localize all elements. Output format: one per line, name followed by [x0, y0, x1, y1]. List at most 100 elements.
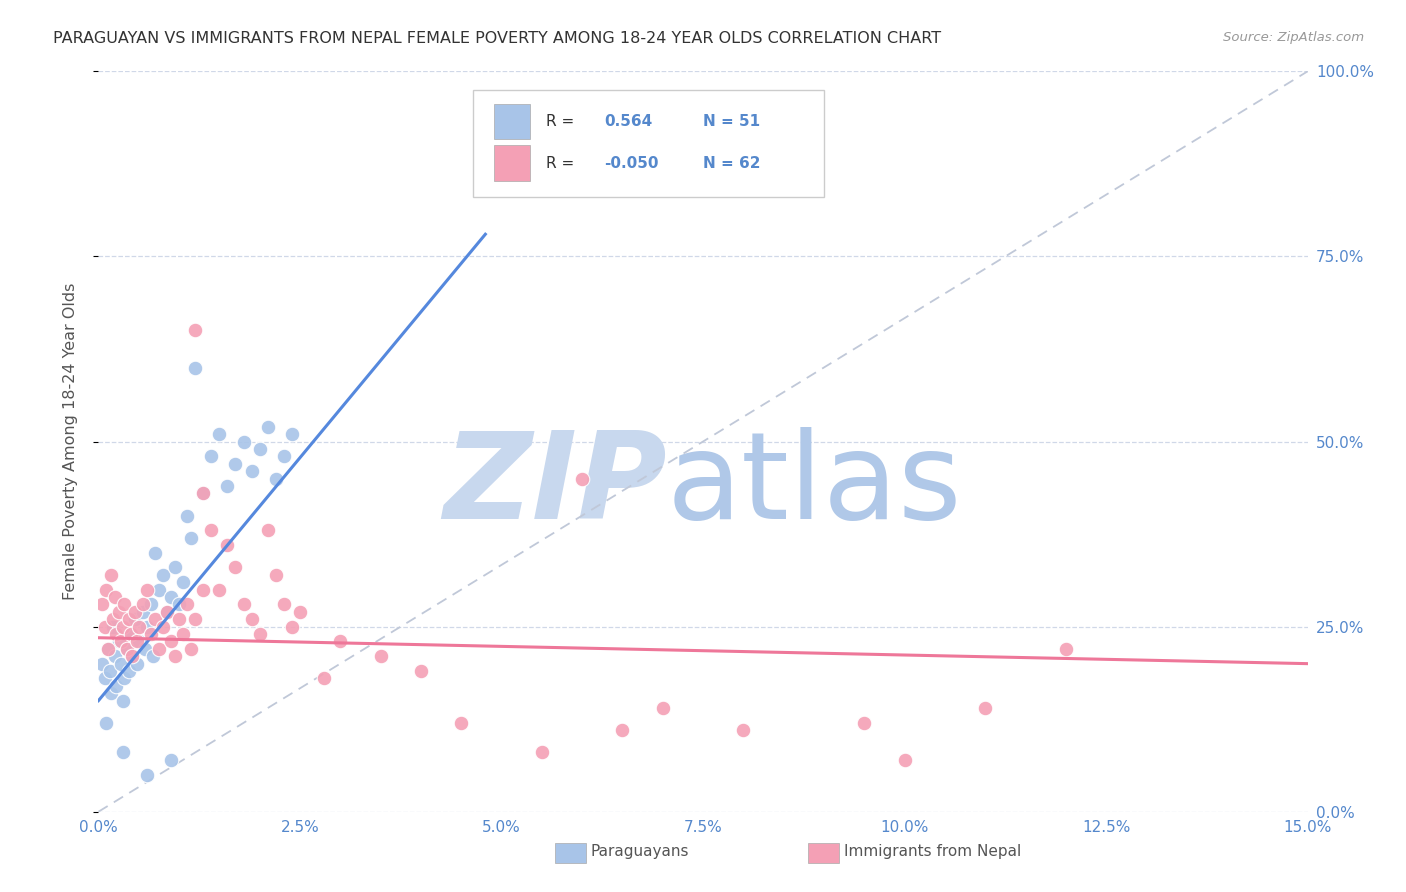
Point — [974, 701, 997, 715]
Point — [111, 619, 134, 633]
Point — [571, 472, 593, 486]
Point — [124, 605, 146, 619]
Point — [249, 627, 271, 641]
Text: N = 62: N = 62 — [703, 156, 761, 170]
Point — [184, 612, 207, 626]
Point — [148, 641, 170, 656]
Point — [612, 723, 634, 738]
Point — [167, 612, 190, 626]
Point — [208, 427, 231, 442]
Point — [163, 649, 186, 664]
Point — [148, 582, 170, 597]
Point — [249, 442, 271, 456]
Point — [156, 605, 179, 619]
Point — [128, 634, 150, 648]
Point — [370, 649, 392, 664]
Text: atlas: atlas — [666, 427, 962, 544]
Text: -0.050: -0.050 — [603, 156, 658, 170]
Point — [143, 612, 166, 626]
Point — [120, 627, 142, 641]
Point — [240, 612, 263, 626]
Point — [256, 419, 278, 434]
Point — [98, 664, 121, 678]
Point — [273, 598, 295, 612]
Point — [314, 672, 336, 686]
Point — [112, 672, 135, 686]
Point — [217, 538, 239, 552]
Point — [105, 627, 128, 641]
Point — [96, 715, 118, 730]
Point — [121, 649, 143, 664]
Point — [152, 567, 174, 582]
Point — [134, 641, 156, 656]
Point — [135, 582, 157, 597]
Point — [94, 619, 117, 633]
Point — [132, 598, 155, 612]
Point — [142, 649, 165, 664]
Point — [97, 641, 120, 656]
Point — [107, 605, 129, 619]
Point — [163, 560, 186, 574]
Point — [100, 567, 122, 582]
Point — [128, 619, 150, 633]
Point — [184, 324, 207, 338]
Point — [160, 634, 183, 648]
Point — [1054, 641, 1077, 656]
Point — [107, 634, 129, 648]
Point — [193, 486, 215, 500]
Point — [530, 746, 553, 760]
Point — [135, 619, 157, 633]
Point — [160, 753, 183, 767]
Point — [139, 627, 162, 641]
Point — [193, 582, 215, 597]
Point — [172, 627, 194, 641]
Point — [232, 598, 254, 612]
FancyBboxPatch shape — [474, 90, 824, 197]
Point — [143, 546, 166, 560]
Point — [110, 657, 132, 671]
Point — [172, 575, 194, 590]
Point — [97, 641, 120, 656]
Point — [329, 634, 352, 648]
Point — [264, 472, 287, 486]
Text: PARAGUAYAN VS IMMIGRANTS FROM NEPAL FEMALE POVERTY AMONG 18-24 YEAR OLDS CORRELA: PARAGUAYAN VS IMMIGRANTS FROM NEPAL FEMA… — [53, 31, 942, 46]
Point — [180, 641, 202, 656]
Point — [111, 694, 134, 708]
Point — [127, 657, 149, 671]
Point — [139, 598, 162, 612]
Point — [110, 634, 132, 648]
Point — [94, 672, 117, 686]
Point — [132, 605, 155, 619]
Text: Paraguayans: Paraguayans — [591, 845, 689, 859]
Point — [115, 641, 138, 656]
Point — [111, 746, 134, 760]
Point — [733, 723, 755, 738]
Point — [120, 627, 142, 641]
Point — [176, 598, 198, 612]
Point — [273, 450, 295, 464]
Point — [103, 649, 125, 664]
Point — [200, 450, 222, 464]
Point — [281, 427, 304, 442]
Point — [240, 464, 263, 478]
Point — [208, 582, 231, 597]
Point — [96, 582, 118, 597]
Bar — [494, 145, 530, 181]
Point — [176, 508, 198, 523]
Point — [232, 434, 254, 449]
Point — [651, 701, 673, 715]
Point — [124, 612, 146, 626]
Point — [135, 767, 157, 781]
Point — [118, 664, 141, 678]
Point — [224, 457, 246, 471]
Text: Immigrants from Nepal: Immigrants from Nepal — [844, 845, 1021, 859]
Point — [91, 657, 114, 671]
Point — [91, 598, 114, 612]
Point — [450, 715, 472, 730]
Point — [121, 649, 143, 664]
Point — [893, 753, 915, 767]
Point — [156, 605, 179, 619]
Point — [288, 605, 311, 619]
Point — [224, 560, 246, 574]
Text: R =: R = — [546, 156, 574, 170]
